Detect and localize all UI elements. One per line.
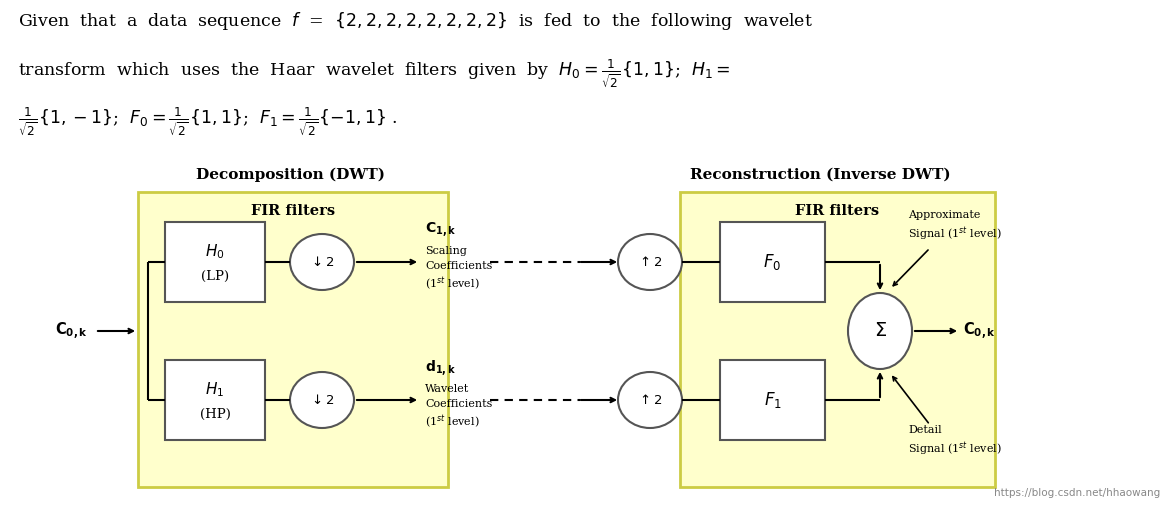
Text: (LP): (LP) [201, 270, 229, 282]
Text: Signal (1$^{st}$ level): Signal (1$^{st}$ level) [908, 440, 1002, 458]
Text: $F_0$: $F_0$ [763, 252, 782, 272]
Text: Given  that  a  data  sequence  $f$  =  $\{2, 2, 2, 2, 2, 2, 2, 2\}$  is  fed  t: Given that a data sequence $f$ = $\{2, 2… [18, 10, 813, 32]
Text: $\Sigma$: $\Sigma$ [874, 322, 887, 340]
Ellipse shape [619, 372, 682, 428]
Bar [165, 222, 265, 302]
Bar [138, 192, 448, 487]
Text: Coefficients: Coefficients [425, 399, 493, 409]
Text: $\mathbf{C_{1,k}}$: $\mathbf{C_{1,k}}$ [425, 220, 456, 239]
Text: Wavelet: Wavelet [425, 384, 469, 394]
Ellipse shape [290, 372, 354, 428]
Text: Decomposition (DWT): Decomposition (DWT) [195, 168, 385, 182]
Ellipse shape [848, 293, 913, 369]
Text: Signal (1$^{st}$ level): Signal (1$^{st}$ level) [908, 225, 1002, 243]
Text: $H_0$: $H_0$ [205, 243, 225, 261]
Text: FIR filters: FIR filters [250, 204, 335, 218]
Text: https://blog.csdn.net/hhaowang: https://blog.csdn.net/hhaowang [994, 488, 1160, 498]
Text: Coefficients: Coefficients [425, 261, 493, 271]
Bar [680, 192, 995, 487]
Text: $\downarrow 2$: $\downarrow 2$ [309, 393, 335, 407]
Text: $\mathbf{d_{1,k}}$: $\mathbf{d_{1,k}}$ [425, 358, 456, 378]
Text: $\mathbf{C_{0,k}}$: $\mathbf{C_{0,k}}$ [963, 321, 996, 342]
Text: $\frac{1}{\sqrt{2}}\{1,-1\}$;  $F_0 = \frac{1}{\sqrt{2}}\{1,1\}$;  $F_1 = \frac{: $\frac{1}{\sqrt{2}}\{1,-1\}$; $F_0 = \fr… [18, 106, 405, 139]
Text: $H_1$: $H_1$ [206, 380, 225, 399]
Text: $\downarrow 2$: $\downarrow 2$ [309, 255, 335, 269]
Text: $\uparrow 2$: $\uparrow 2$ [637, 255, 663, 269]
Bar [165, 360, 265, 440]
Text: (1$^{st}$ level): (1$^{st}$ level) [425, 276, 480, 293]
Text: FIR filters: FIR filters [795, 204, 880, 218]
Text: $\uparrow 2$: $\uparrow 2$ [637, 393, 663, 407]
Text: Reconstruction (Inverse DWT): Reconstruction (Inverse DWT) [689, 168, 950, 182]
Ellipse shape [290, 234, 354, 290]
Text: (1$^{st}$ level): (1$^{st}$ level) [425, 414, 480, 431]
Text: Detail: Detail [908, 425, 942, 435]
Bar [720, 360, 826, 440]
Text: (HP): (HP) [200, 407, 230, 421]
Text: $\mathbf{C_{0,k}}$: $\mathbf{C_{0,k}}$ [55, 321, 88, 342]
Text: transform  which  uses  the  Haar  wavelet  filters  given  by  $H_0 = \frac{1}{: transform which uses the Haar wavelet fi… [18, 58, 730, 90]
Text: $F_1$: $F_1$ [763, 390, 782, 410]
Text: Scaling: Scaling [425, 246, 467, 256]
Text: Approximate: Approximate [908, 210, 981, 220]
Ellipse shape [619, 234, 682, 290]
Bar [720, 222, 826, 302]
